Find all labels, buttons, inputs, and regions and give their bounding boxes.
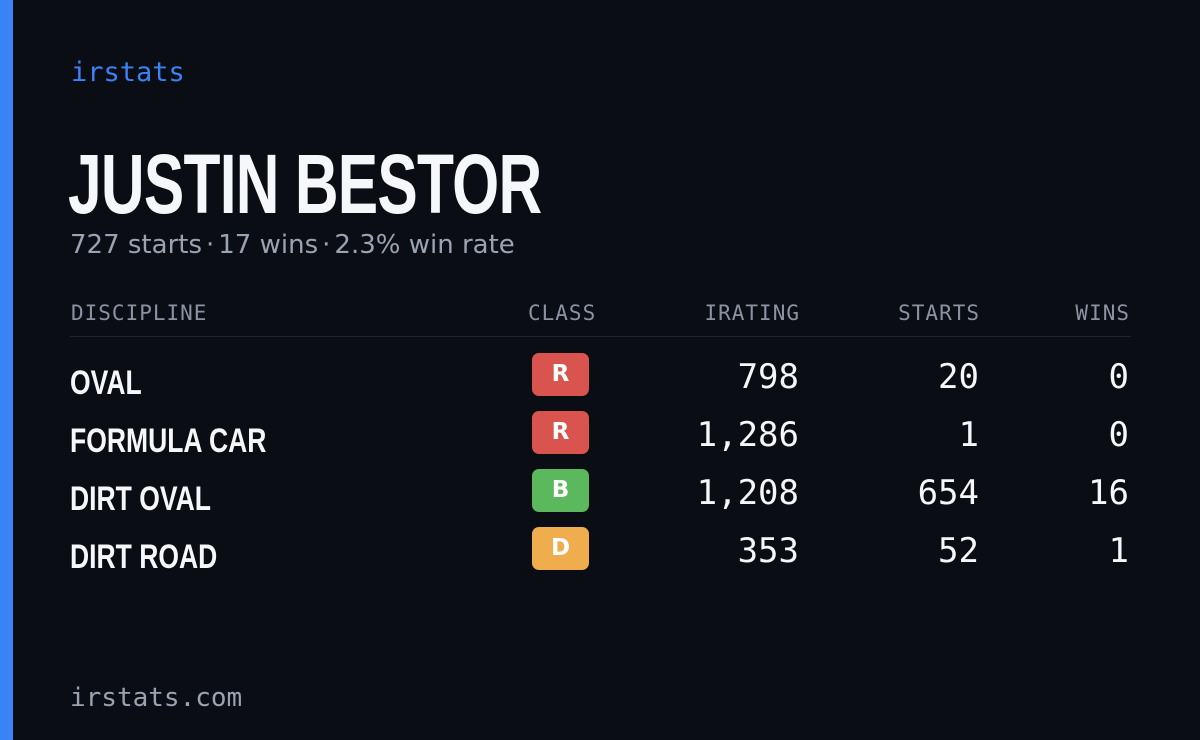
irating-value: 1,208 — [696, 473, 799, 513]
class-badge: R — [532, 411, 589, 454]
separator: · — [206, 230, 215, 260]
discipline-name: FORMULA CAR — [70, 422, 267, 460]
wins-value: 16 — [1088, 473, 1129, 513]
stats-table: DISCIPLINE CLASS IRATING STARTS WINS OVA… — [70, 298, 1131, 585]
table-row: DIRT OVAL B 1,208 654 16 — [70, 469, 1131, 527]
table-body: OVAL R 798 20 0 FORMULA CAR R 1,286 1 0 … — [70, 337, 1131, 585]
starts-value: 1 — [958, 415, 979, 455]
wins-value: 1 — [1108, 531, 1129, 571]
accent-bar — [0, 0, 13, 740]
discipline-name: OVAL — [70, 364, 142, 402]
discipline-name: DIRT ROAD — [70, 538, 218, 576]
brand-logo[interactable]: irstats — [71, 57, 185, 88]
starts-value: 654 — [917, 473, 979, 513]
table-row: OVAL R 798 20 0 — [70, 353, 1131, 411]
discipline-name: DIRT OVAL — [70, 480, 211, 518]
wins-value: 0 — [1108, 357, 1129, 397]
starts-count: 727 starts — [70, 230, 202, 260]
class-badge: D — [532, 527, 589, 570]
wins-value: 0 — [1108, 415, 1129, 455]
irating-value: 798 — [737, 357, 799, 397]
player-summary: 727 starts · 17 wins · 2.3% win rate — [70, 228, 515, 262]
class-badge: B — [532, 469, 589, 512]
table-row: FORMULA CAR R 1,286 1 0 — [70, 411, 1131, 469]
header-starts: STARTS — [898, 301, 980, 325]
separator: · — [322, 230, 331, 260]
footer-url[interactable]: irstats.com — [70, 683, 243, 713]
table-row: DIRT ROAD D 353 52 1 — [70, 527, 1131, 585]
header-discipline: DISCIPLINE — [71, 301, 208, 325]
starts-value: 52 — [938, 531, 979, 571]
win-rate: 2.3% win rate — [334, 230, 515, 260]
table-header: DISCIPLINE CLASS IRATING STARTS WINS — [70, 298, 1131, 337]
irating-value: 1,286 — [696, 415, 799, 455]
class-badge: R — [532, 353, 589, 396]
player-name: JUSTIN BESTOR — [68, 137, 542, 231]
wins-count: 17 wins — [218, 230, 319, 260]
irating-value: 353 — [737, 531, 799, 571]
starts-value: 20 — [938, 357, 979, 397]
header-class: CLASS — [528, 301, 597, 325]
header-wins: WINS — [1075, 301, 1130, 325]
header-irating: IRATING — [704, 301, 800, 325]
